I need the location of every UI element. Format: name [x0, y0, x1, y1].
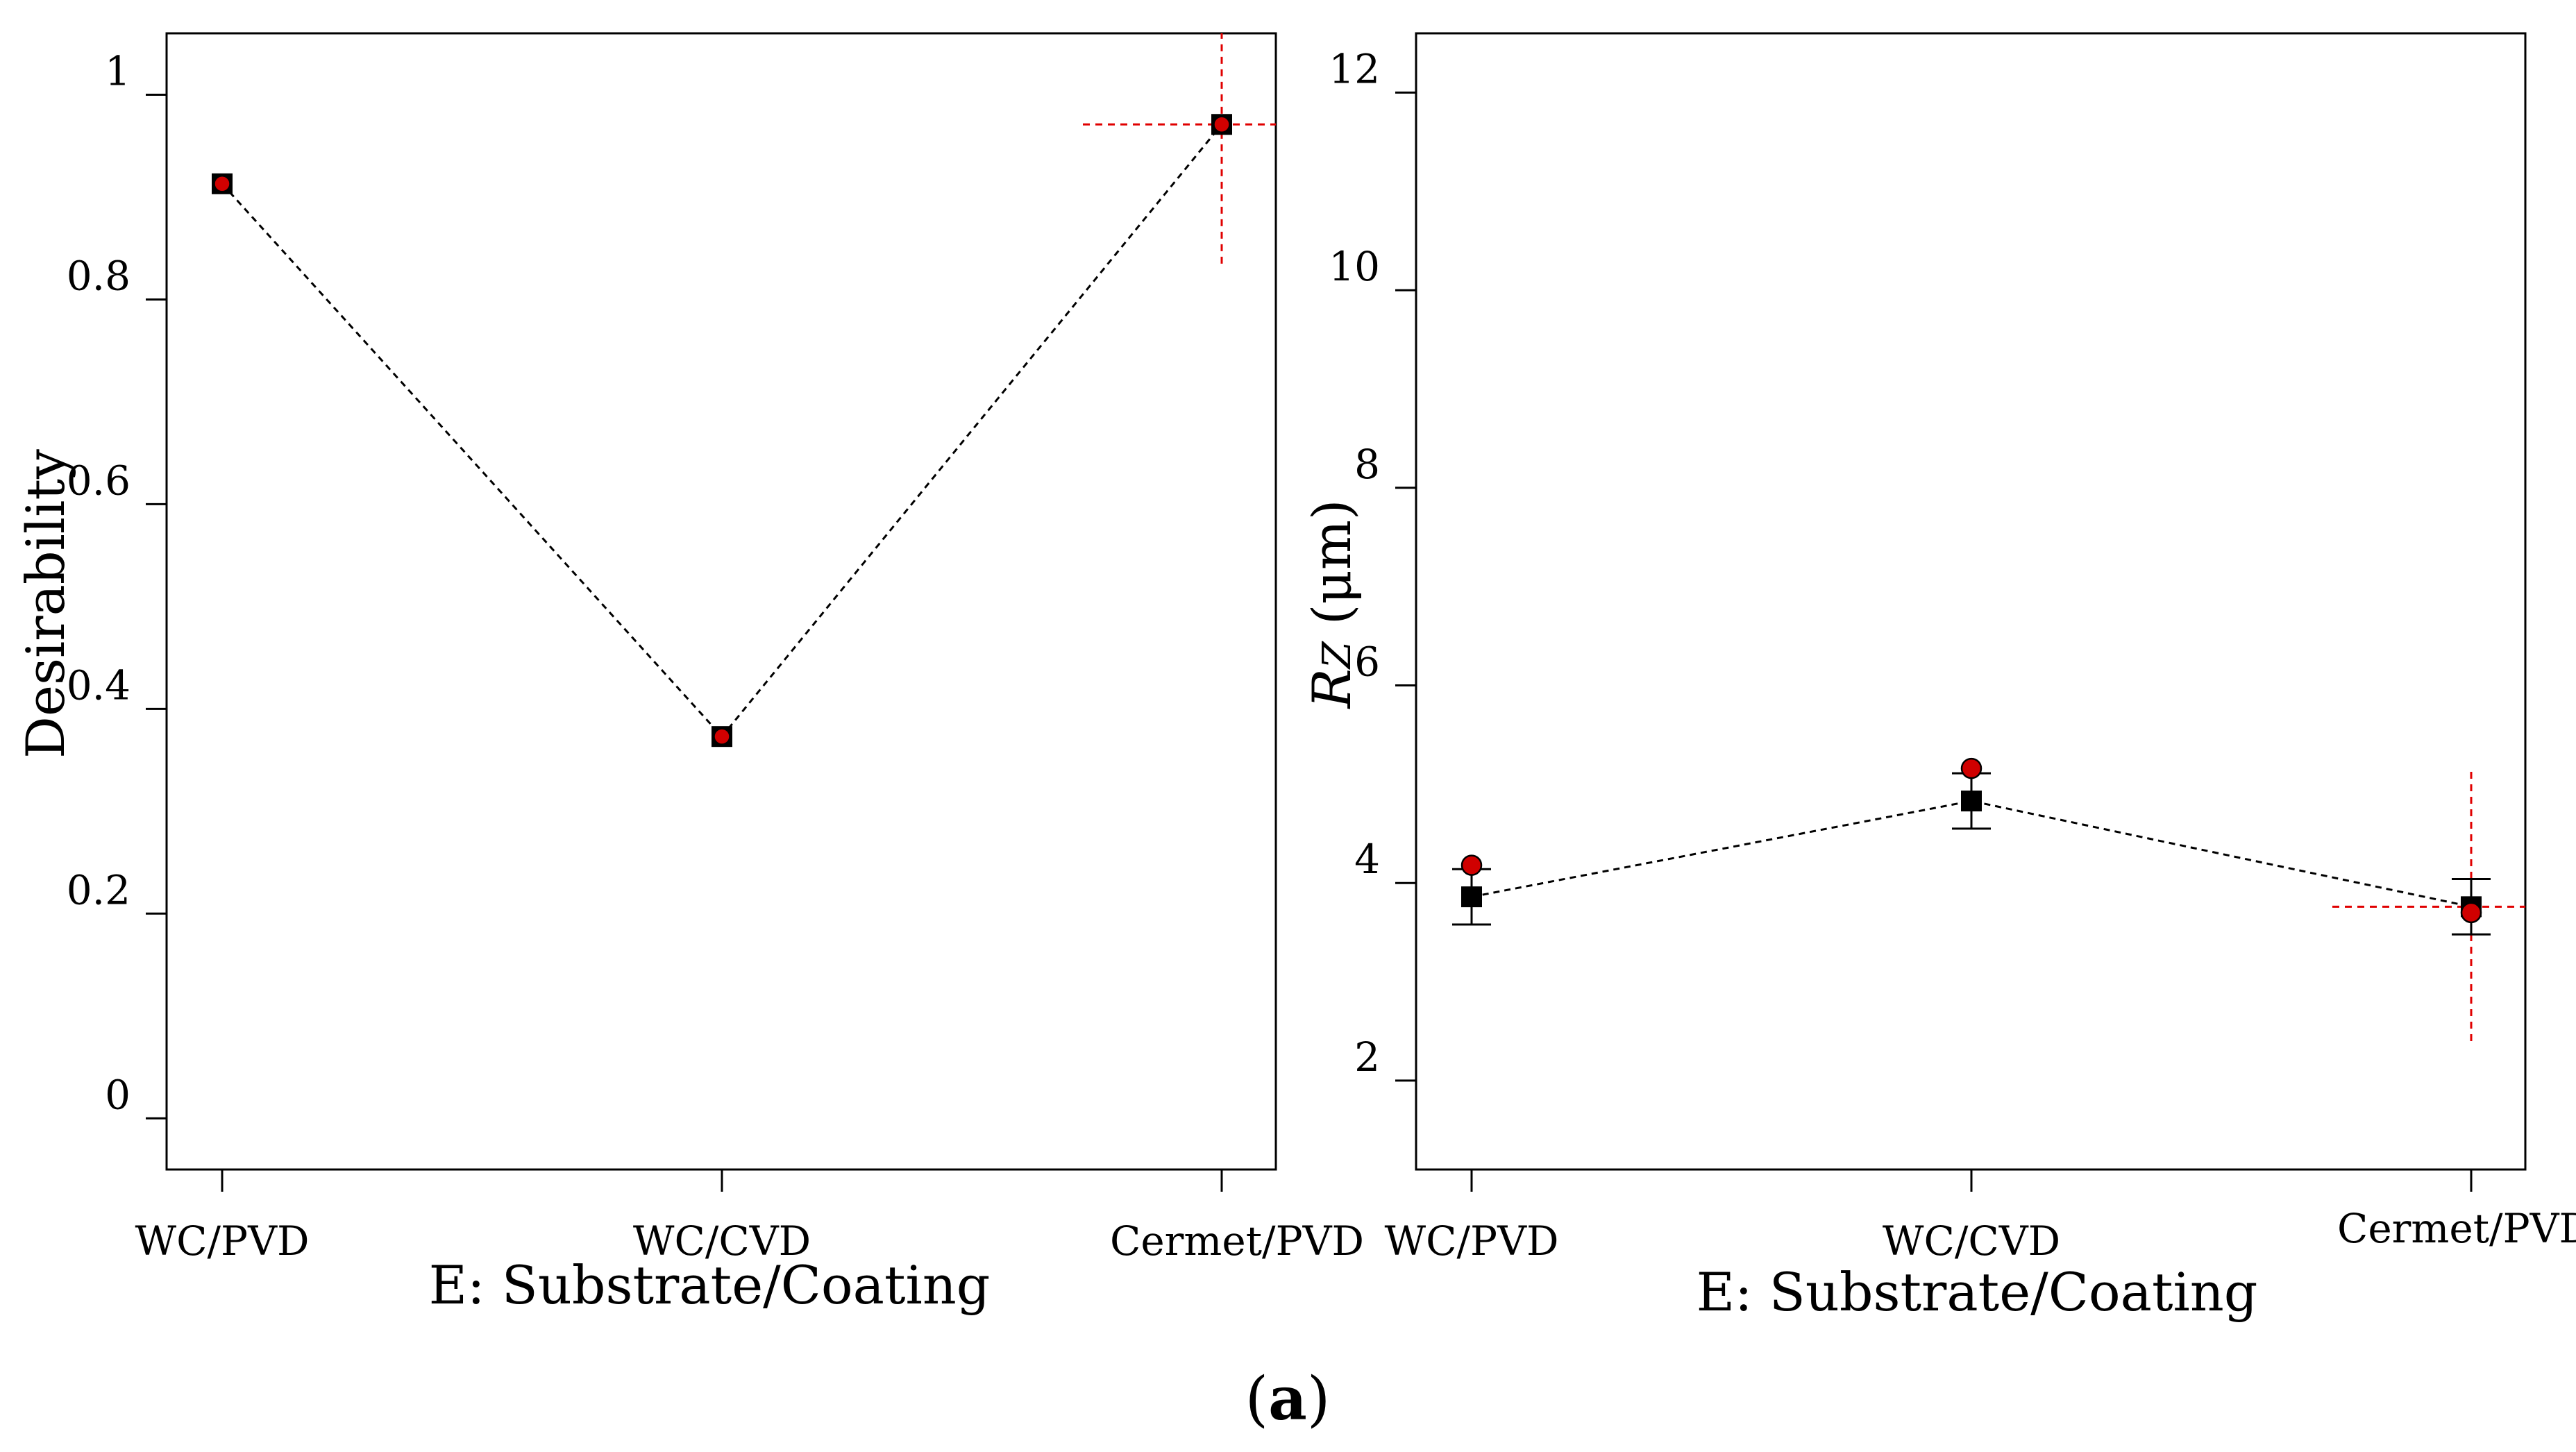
- data-point: [1213, 116, 1230, 133]
- series-line: [221, 124, 1223, 738]
- predicted-point: [1461, 886, 1482, 908]
- data-point: [714, 728, 730, 745]
- desirability-chart: 0 0.2 0.4 0.6 0.8 1 WC/PVD WC/CVD Cermet/PVD E:…: [15, 32, 1364, 1316]
- x-tick-label: WC/CVD: [1883, 1217, 2060, 1265]
- predicted-point: [1961, 791, 1982, 812]
- x-tick-label: Cermet/PVD: [1110, 1217, 1364, 1265]
- plot-frame: [1415, 32, 2527, 1171]
- x-tick-label: WC/PVD: [135, 1217, 310, 1265]
- panel-label-letter: a: [1268, 1364, 1307, 1434]
- y-tick-label: 12: [1329, 45, 1380, 92]
- observed-point: [1960, 757, 1982, 779]
- x-tick-label: WC/PVD: [1385, 1217, 1559, 1265]
- y-tick-label: 0.2: [67, 866, 131, 913]
- y-tick-label: 0.6: [67, 457, 131, 504]
- y-tick-label: 10: [1329, 243, 1380, 290]
- x-axis-ticks: WC/PVD WC/CVD Cermet/PVD: [135, 1170, 1364, 1265]
- x-axis-label: E: Substrate/Coating: [429, 1254, 991, 1316]
- series-marks: [1452, 757, 2525, 1041]
- y-axis-label: Desirability: [15, 449, 76, 759]
- y-tick-label: 0.8: [67, 252, 131, 299]
- y-axis-label-unit: (μm): [1301, 499, 1363, 641]
- panel-label-close: ): [1307, 1365, 1331, 1434]
- y-axis-label: RZ (μm): [1301, 499, 1363, 709]
- observed-point: [1460, 854, 1483, 876]
- y-axis-ticks: 2 4 6 8 10 12: [1329, 45, 1416, 1082]
- plot-frame: [165, 32, 1277, 1171]
- y-tick-label: 0: [105, 1071, 131, 1118]
- y-tick-label: 8: [1354, 441, 1380, 488]
- y-tick-label: 4: [1354, 836, 1380, 883]
- x-axis-ticks: WC/PVD WC/CVD Cermet/PVD: [1385, 1170, 2576, 1265]
- series-line: [1471, 800, 2472, 908]
- y-axis-label-sub: Z: [1315, 641, 1360, 670]
- x-axis-label: E: Substrate/Coating: [1697, 1261, 2258, 1323]
- y-tick-label: 2: [1354, 1033, 1380, 1081]
- x-tick-label: WC/CVD: [633, 1217, 811, 1265]
- data-point: [214, 176, 230, 192]
- y-tick-label: 0.4: [67, 661, 131, 709]
- panel-label-open: (: [1245, 1365, 1269, 1434]
- y-axis-label-main: R: [1301, 668, 1363, 709]
- x-tick-label: Cermet/PVD: [2337, 1205, 2576, 1252]
- rz-chart: 2 4 6 8 10 12 WC/PVD WC/CVD Cermet/PVD E: Subst…: [1301, 32, 2576, 1323]
- y-tick-label: 6: [1354, 638, 1380, 685]
- y-axis-ticks: 0 0.2 0.4 0.6 0.8 1: [67, 47, 167, 1120]
- panel-label: (a): [1245, 1364, 1331, 1434]
- series-marks: [212, 33, 1276, 748]
- y-tick-label: 1: [105, 47, 131, 94]
- observed-point: [2460, 902, 2482, 924]
